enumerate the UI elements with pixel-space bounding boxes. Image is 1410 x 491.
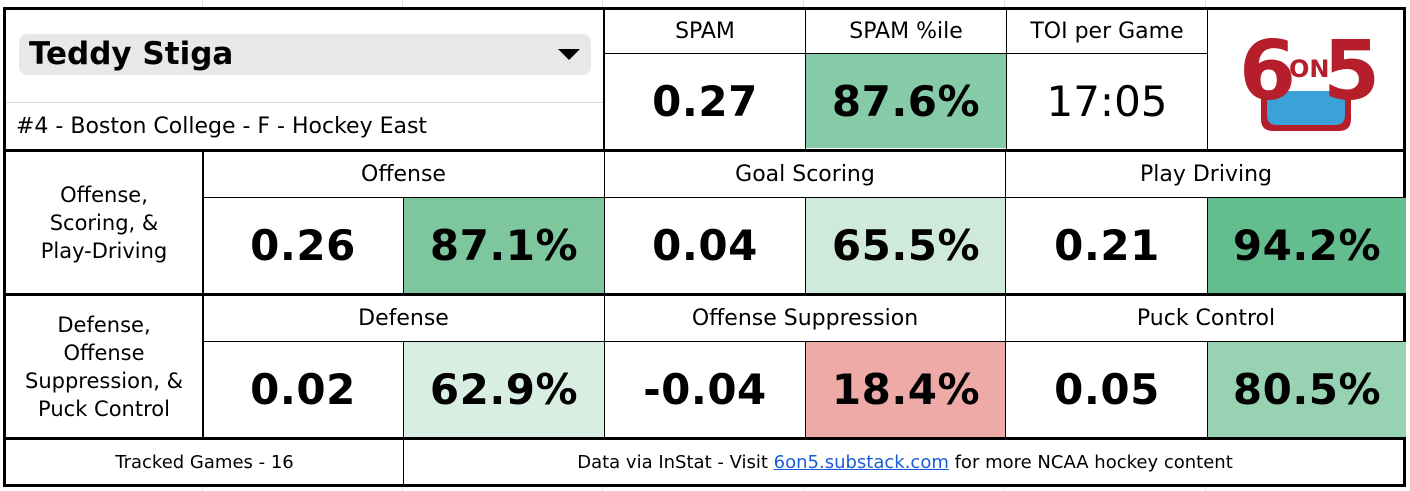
- metric-pct-offense-suppression: 18.4%: [806, 342, 1006, 437]
- metric-pct-defense: 62.9%: [404, 342, 604, 437]
- row-label-line: Offense: [63, 340, 145, 365]
- divider: [805, 10, 806, 149]
- divider: [6, 149, 1406, 152]
- divider: [805, 197, 806, 293]
- spam-header: SPAM: [675, 19, 735, 44]
- divider: [805, 341, 806, 437]
- metric-header-puck-control: Puck Control: [1136, 306, 1276, 331]
- divider: [203, 197, 1406, 198]
- logo-5: 5: [1323, 24, 1380, 119]
- divider: [1207, 197, 1208, 293]
- logo-on: ON: [1289, 55, 1330, 83]
- metric-value-play-driving: 0.21: [1054, 221, 1160, 270]
- divider: [1207, 10, 1208, 149]
- row-label-line: Puck Control: [38, 396, 170, 421]
- toi-header: TOI per Game: [1030, 19, 1184, 44]
- data-source-suffix: for more NCAA hockey content: [948, 451, 1233, 473]
- divider: [1005, 296, 1006, 437]
- metric-header-goal-scoring: Goal Scoring: [735, 162, 875, 187]
- row-label-defense: Defense, Offense Suppression, & Puck Con…: [6, 296, 202, 437]
- spam-value: 0.27: [652, 76, 758, 126]
- metric-value-offense: 0.26: [250, 221, 356, 270]
- row-label-line: Defense,: [57, 312, 151, 337]
- divider: [403, 440, 404, 484]
- metric-pct-puck-control: 80.5%: [1208, 342, 1406, 437]
- metric-header-defense: Defense: [358, 306, 449, 331]
- divider: [1005, 152, 1006, 293]
- divider: [6, 102, 604, 103]
- metric-header-offense-suppression: Offense Suppression: [691, 306, 919, 331]
- logo-icon: 6 ON 5: [1239, 24, 1380, 131]
- metric-value-defense: 0.02: [250, 365, 356, 414]
- data-source-prefix: Data via InStat - Visit: [577, 451, 774, 473]
- metric-header-offense: Offense: [361, 162, 446, 187]
- logo-6: 6: [1239, 24, 1296, 119]
- divider: [203, 341, 1406, 342]
- metric-value-puck-control: 0.05: [1054, 365, 1160, 414]
- metric-pct-play-driving: 94.2%: [1208, 198, 1406, 293]
- divider: [604, 152, 605, 293]
- player-name: Teddy Stiga: [29, 36, 234, 72]
- divider: [1207, 341, 1208, 437]
- tracked-games: Tracked Games - 16: [115, 451, 294, 473]
- row-label-offense: Offense, Scoring, & Play-Driving: [6, 152, 202, 293]
- divider: [604, 53, 1207, 54]
- metric-value-offense-suppression: -0.04: [643, 365, 767, 414]
- metric-header-play-driving: Play Driving: [1139, 162, 1272, 187]
- toi-value: 17:05: [1046, 76, 1168, 126]
- 6on5-logo: 6 ON 5: [1208, 10, 1403, 148]
- row-label-line: Play-Driving: [40, 238, 168, 263]
- metric-value-goal-scoring: 0.04: [652, 221, 758, 270]
- row-label-line: Offense,: [60, 182, 148, 207]
- metric-pct-offense: 87.1%: [404, 198, 604, 293]
- chevron-down-icon[interactable]: [558, 49, 580, 60]
- substack-link[interactable]: 6on5.substack.com: [773, 451, 949, 473]
- spam-pct-value: 87.6%: [806, 54, 1006, 148]
- row-label-line: Suppression, &: [25, 368, 183, 393]
- divider: [6, 293, 1406, 296]
- divider: [6, 437, 1406, 440]
- spam-pct-header: SPAM %ile: [849, 19, 963, 44]
- player-info: #4 - Boston College - F - Hockey East: [16, 114, 428, 139]
- divider: [403, 341, 404, 437]
- data-source: Data via InStat - Visit 6on5.substack.co…: [404, 440, 1406, 484]
- row-label-line: Scoring, &: [49, 210, 159, 235]
- divider: [603, 7, 605, 152]
- player-dropdown[interactable]: Teddy Stiga: [19, 34, 591, 75]
- divider: [604, 296, 605, 437]
- metric-pct-goal-scoring: 65.5%: [806, 198, 1006, 293]
- divider: [202, 149, 204, 440]
- divider: [403, 197, 404, 293]
- player-card: [3, 7, 1406, 487]
- divider: [1006, 10, 1007, 149]
